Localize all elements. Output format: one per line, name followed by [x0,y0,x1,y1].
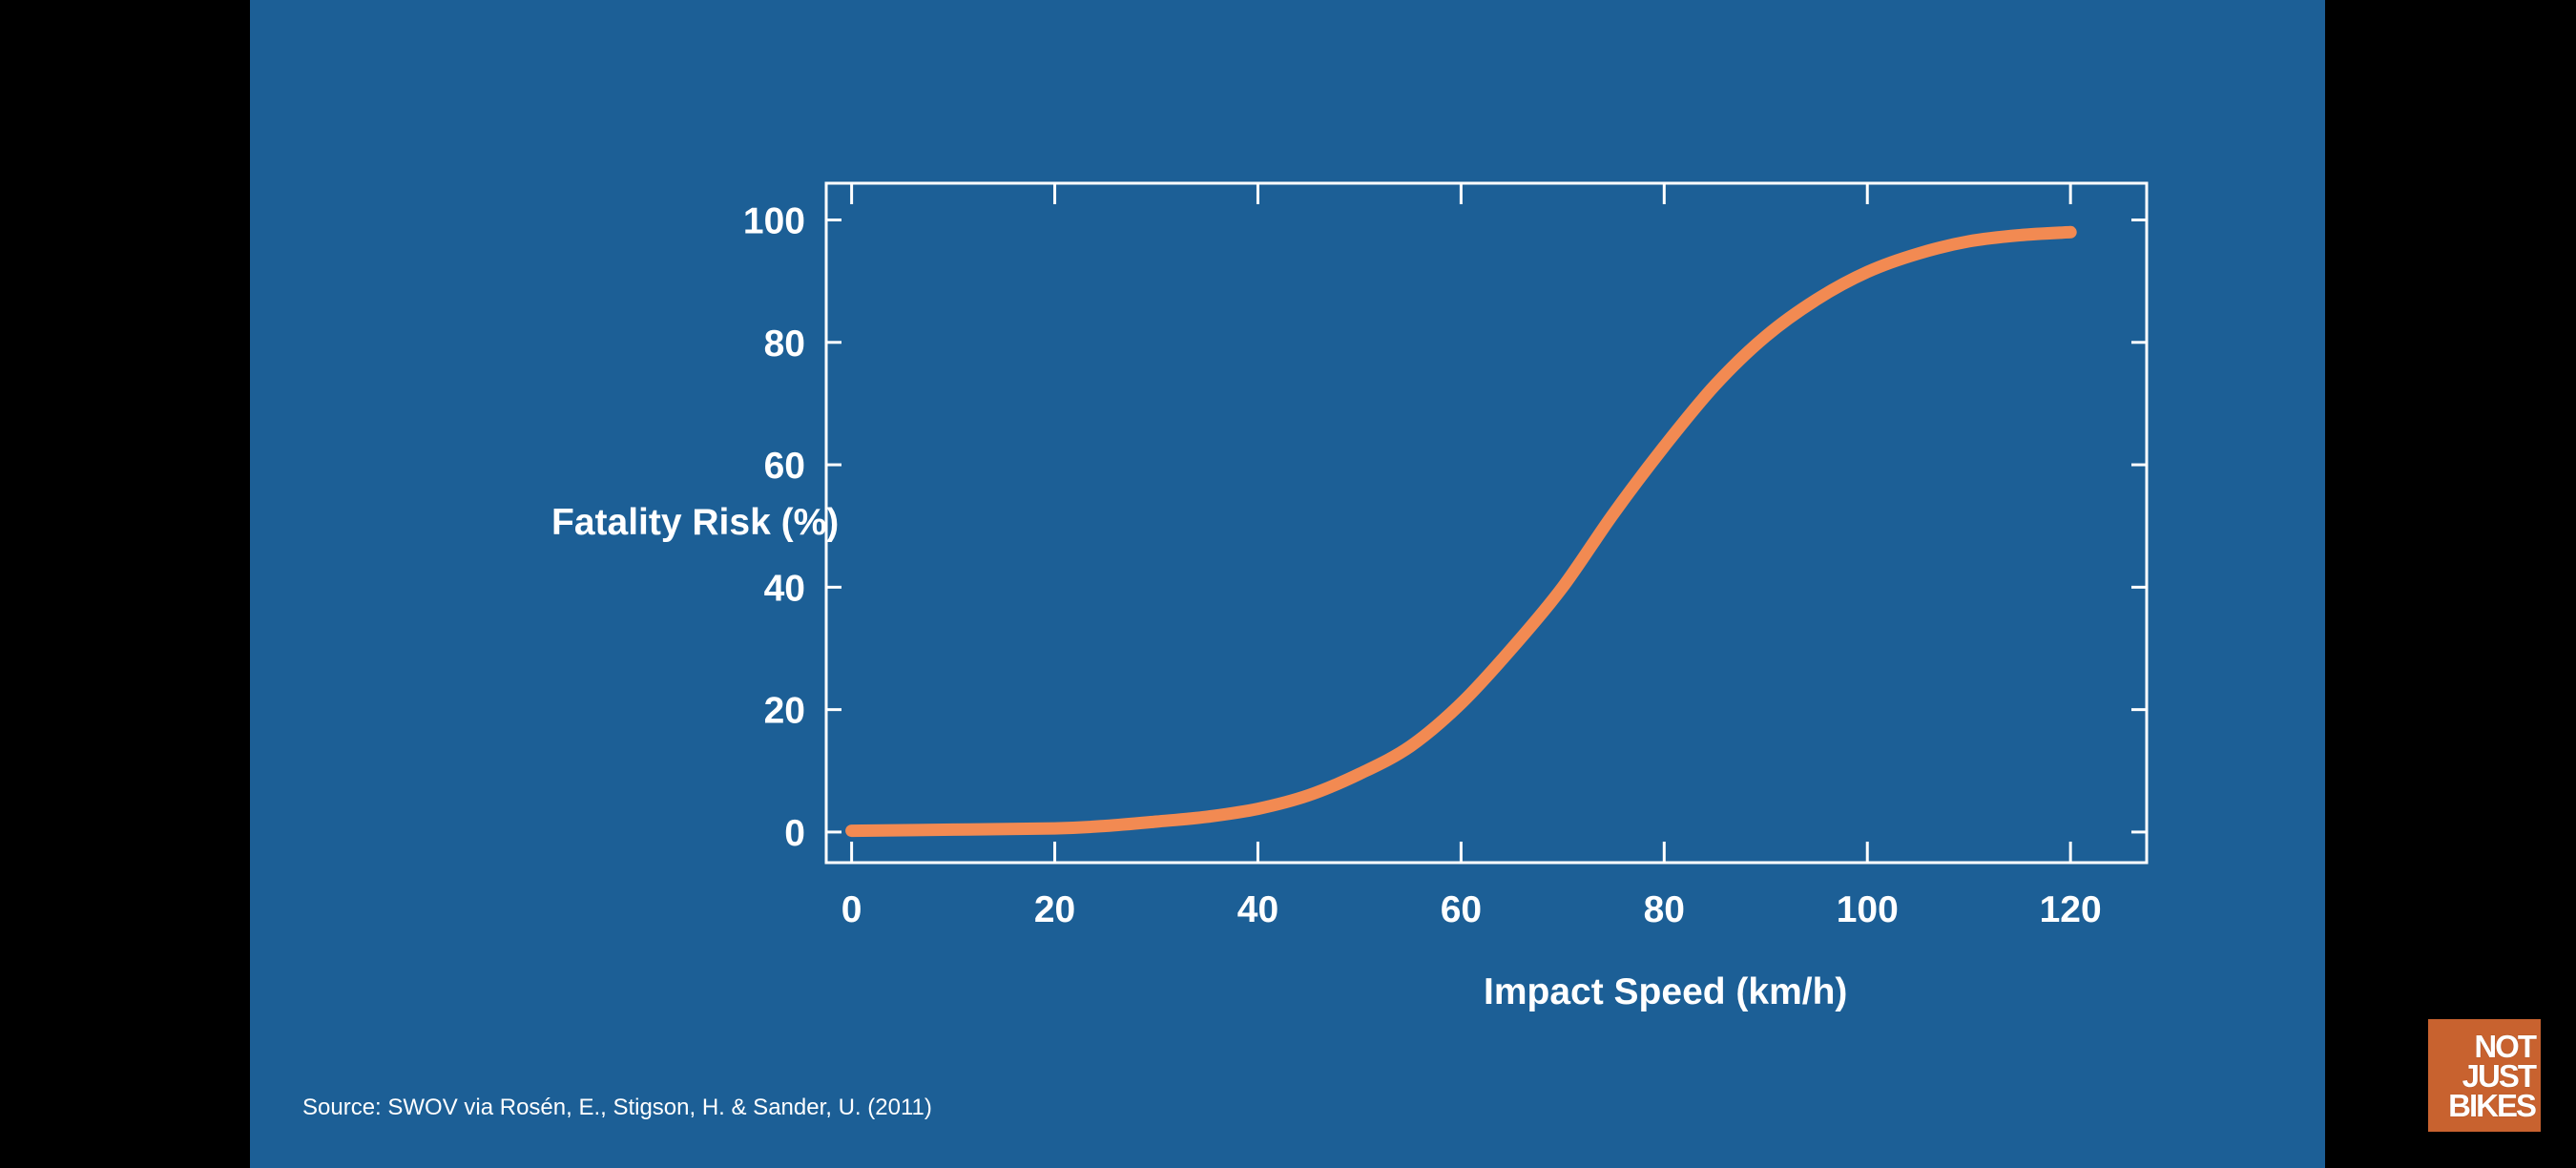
x-tick-label-80: 80 [1644,889,1685,930]
plot-frame [824,181,2149,865]
chart-background [250,0,2325,1168]
y-axis-ticks [826,218,2147,834]
x-axis-tick-labels: 0 20 40 60 80 100 120 [841,889,2102,930]
y-axis-tick-labels: 0 20 40 60 80 100 [743,200,805,853]
not-just-bikes-logo: NOT JUST BIKES [2428,1019,2541,1132]
x-tick-label-0: 0 [841,889,862,930]
logo-line-3: BIKES [2448,1087,2537,1123]
x-tick-label-100: 100 [1837,889,1899,930]
x-tick-label-20: 20 [1034,889,1075,930]
logo-line-2: JUST [2462,1057,2537,1094]
y-tick-label-60: 60 [764,446,805,487]
x-axis-ticks [850,183,2072,863]
x-tick-label-120: 120 [2040,889,2102,930]
logo-line-1: NOT [2474,1028,2537,1064]
fatality-risk-chart: 0 20 40 60 80 100 0 20 40 60 80 100 120 Fatality Ri… [250,0,2325,1168]
x-tick-label-60: 60 [1441,889,1482,930]
x-axis-title: Impact Speed (km/h) [1484,971,1847,1012]
y-tick-label-100: 100 [743,200,805,241]
source-citation: Source: SWOV via Rosén, E., Stigson, H. … [302,1095,932,1120]
series-layer [845,225,2077,838]
y-tick-label-0: 0 [784,813,805,854]
video-frame: 0 20 40 60 80 100 0 20 40 60 80 100 120 Fatality Ri… [250,0,2325,1168]
x-tick-label-40: 40 [1237,889,1278,930]
series-line-fatality-risk [845,225,2077,838]
y-tick-label-40: 40 [764,568,805,609]
y-tick-label-20: 20 [764,691,805,732]
y-axis-title: Fatality Risk (%) [551,502,839,543]
y-tick-label-80: 80 [764,323,805,365]
